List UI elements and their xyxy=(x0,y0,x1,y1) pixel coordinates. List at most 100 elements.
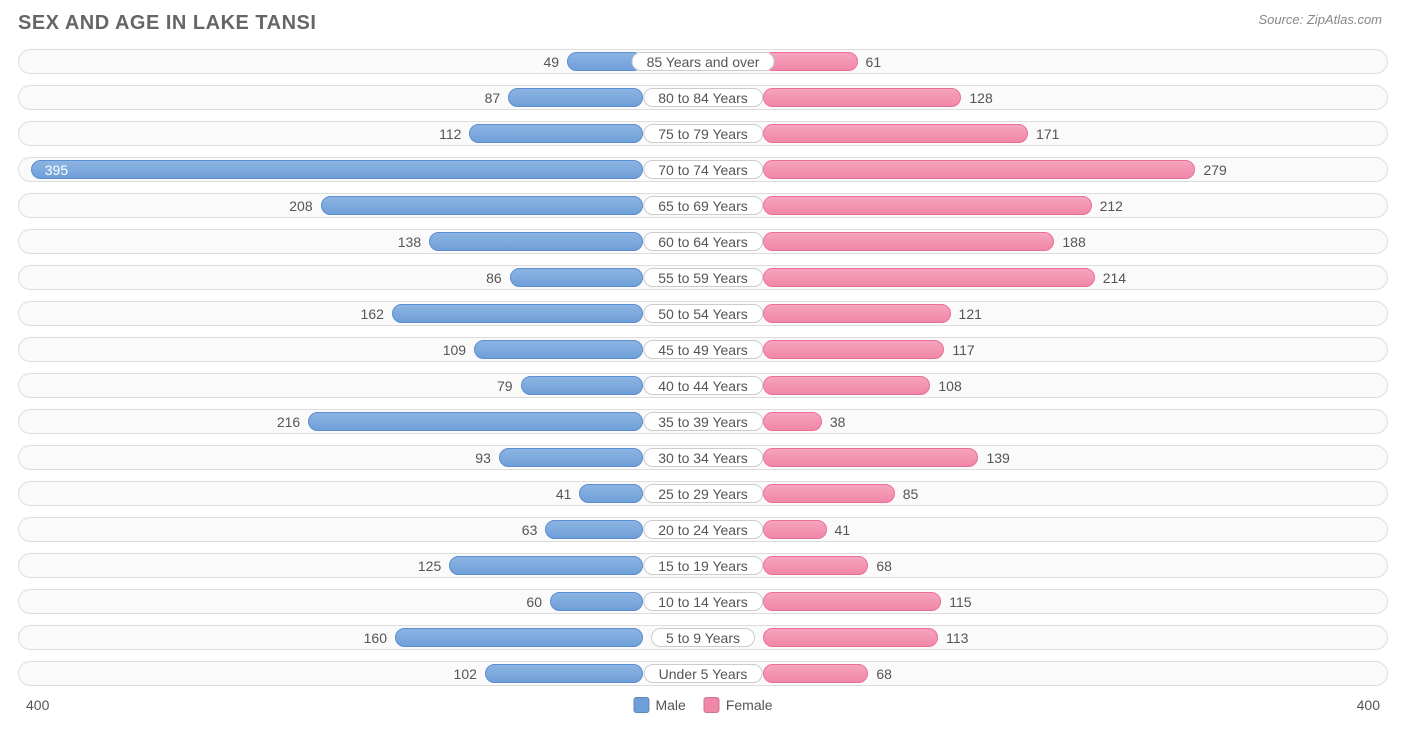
pyramid-row: 60 115 10 to 14 Years xyxy=(18,589,1388,614)
pyramid-row: 49 61 85 Years and over xyxy=(18,49,1388,74)
pyramid-row: 208 212 65 to 69 Years xyxy=(18,193,1388,218)
female-value-label: 171 xyxy=(1028,122,1067,145)
male-bar xyxy=(321,196,643,215)
male-bar xyxy=(429,232,643,251)
axis-max-right: 400 xyxy=(1357,697,1380,713)
male-bar xyxy=(308,412,643,431)
male-value-label: 138 xyxy=(390,230,429,253)
pyramid-row: 10911745 to 49 Years xyxy=(18,337,1388,362)
male-bar xyxy=(521,376,643,395)
female-value-label: 68 xyxy=(868,662,900,685)
male-value-label: 112 xyxy=(431,122,469,145)
male-bar xyxy=(395,628,643,647)
male-bar xyxy=(31,160,643,179)
female-value-label: 139 xyxy=(978,446,1017,469)
female-bar xyxy=(763,484,895,503)
male-bar xyxy=(485,664,643,683)
pyramid-row: 162 121 50 to 54 Years xyxy=(18,301,1388,326)
pyramid-row: 63 41 20 to 24 Years xyxy=(18,517,1388,542)
female-bar xyxy=(763,520,827,539)
female-bar xyxy=(763,448,978,467)
male-bar xyxy=(449,556,643,575)
source-attribution: Source: ZipAtlas.com xyxy=(1258,12,1382,27)
male-value-label: 86 xyxy=(478,266,510,289)
pyramid-row: 93 139 30 to 34 Years xyxy=(18,445,1388,470)
male-value-label: 395 xyxy=(37,158,76,181)
male-bar xyxy=(510,268,643,287)
population-pyramid-chart: 49 61 85 Years and over 87 128 80 to 84 Years… xyxy=(18,49,1388,686)
female-bar xyxy=(763,232,1054,251)
category-pill: 35 to 39 Years xyxy=(643,412,763,431)
male-bar xyxy=(579,484,643,503)
female-bar xyxy=(763,376,930,395)
female-value-label: 41 xyxy=(827,518,859,541)
male-value-label: 63 xyxy=(514,518,546,541)
category-pill: 55 to 59 Years xyxy=(643,268,763,287)
pyramid-row: 418525 to 29 Years xyxy=(18,481,1388,506)
female-swatch xyxy=(704,697,720,713)
legend-label-female: Female xyxy=(726,697,773,713)
male-value-label: 208 xyxy=(281,194,320,217)
male-bar xyxy=(469,124,643,143)
category-pill: 50 to 54 Years xyxy=(643,304,763,323)
female-value-label: 115 xyxy=(941,590,979,613)
category-pill: 40 to 44 Years xyxy=(643,376,763,395)
female-bar xyxy=(763,196,1092,215)
female-value-label: 128 xyxy=(961,86,1000,109)
chart-footer: 400 Male Female 400 xyxy=(18,697,1388,721)
category-pill: 15 to 19 Years xyxy=(643,556,763,575)
female-bar xyxy=(763,664,868,683)
male-value-label: 60 xyxy=(518,590,550,613)
pyramid-row: 7910840 to 44 Years xyxy=(18,373,1388,398)
female-bar xyxy=(763,304,951,323)
legend-item-male: Male xyxy=(633,697,685,713)
pyramid-row: 1601135 to 9 Years xyxy=(18,625,1388,650)
category-pill: 80 to 84 Years xyxy=(643,88,763,107)
female-value-label: 188 xyxy=(1054,230,1093,253)
category-pill: 65 to 69 Years xyxy=(643,196,763,215)
female-bar xyxy=(763,160,1195,179)
male-value-label: 87 xyxy=(477,86,509,109)
legend: Male Female xyxy=(633,697,772,713)
male-bar xyxy=(508,88,643,107)
female-value-label: 61 xyxy=(858,50,890,73)
category-pill: 60 to 64 Years xyxy=(643,232,763,251)
legend-item-female: Female xyxy=(704,697,773,713)
category-pill: 5 to 9 Years xyxy=(651,628,755,647)
pyramid-row: 1256815 to 19 Years xyxy=(18,553,1388,578)
male-bar xyxy=(474,340,643,359)
category-pill: 85 Years and over xyxy=(632,52,775,71)
category-pill: 75 to 79 Years xyxy=(643,124,763,143)
category-pill: 45 to 49 Years xyxy=(643,340,763,359)
female-value-label: 68 xyxy=(868,554,900,577)
female-value-label: 38 xyxy=(822,410,854,433)
female-bar xyxy=(763,52,858,71)
male-swatch xyxy=(633,697,649,713)
female-bar xyxy=(763,412,822,431)
female-value-label: 212 xyxy=(1092,194,1131,217)
male-value-label: 41 xyxy=(548,482,580,505)
pyramid-row: 216 38 35 to 39 Years xyxy=(18,409,1388,434)
pyramid-row: 112 171 75 to 79 Years xyxy=(18,121,1388,146)
male-bar xyxy=(499,448,643,467)
male-bar xyxy=(392,304,643,323)
pyramid-row: 87 128 80 to 84 Years xyxy=(18,85,1388,110)
category-pill: 10 to 14 Years xyxy=(643,592,763,611)
male-value-label: 162 xyxy=(353,302,392,325)
male-value-label: 93 xyxy=(467,446,499,469)
female-value-label: 121 xyxy=(951,302,990,325)
male-value-label: 49 xyxy=(535,50,567,73)
male-value-label: 102 xyxy=(446,662,485,685)
pyramid-row: 86 214 55 to 59 Years xyxy=(18,265,1388,290)
pyramid-row: 138 188 60 to 64 Years xyxy=(18,229,1388,254)
pyramid-row: 10268Under 5 Years xyxy=(18,661,1388,686)
male-value-label: 109 xyxy=(435,338,474,361)
category-pill: 30 to 34 Years xyxy=(643,448,763,467)
male-value-label: 160 xyxy=(356,626,395,649)
male-bar xyxy=(545,520,643,539)
category-pill: 70 to 74 Years xyxy=(643,160,763,179)
male-value-label: 216 xyxy=(269,410,308,433)
male-bar xyxy=(550,592,643,611)
female-value-label: 214 xyxy=(1095,266,1134,289)
category-pill: 20 to 24 Years xyxy=(643,520,763,539)
